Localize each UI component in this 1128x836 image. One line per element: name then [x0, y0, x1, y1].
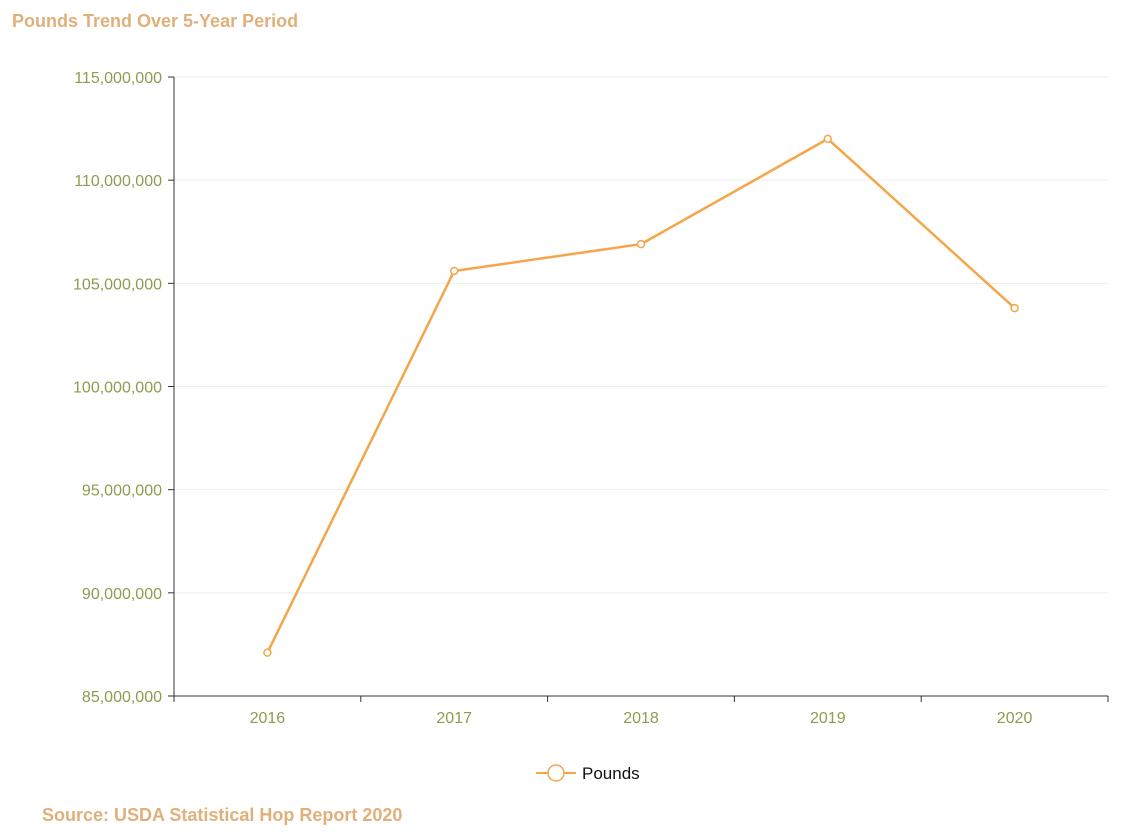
y-tick-label: 90,000,000 [82, 586, 162, 603]
chart-source: Source: USDA Statistical Hop Report 2020 [42, 805, 403, 825]
axes: 85,000,000 90,000,000 95,000,000 100,000,00… [73, 70, 1109, 727]
data-point[interactable] [449, 266, 459, 276]
x-tick-label: 2019 [810, 710, 846, 727]
data-point[interactable] [823, 134, 833, 144]
series-layer [263, 134, 1019, 657]
y-tick-label: 115,000,000 [74, 70, 162, 87]
x-tick-label: 2020 [997, 710, 1033, 727]
y-tick-label: 95,000,000 [82, 483, 162, 500]
data-point[interactable] [636, 239, 646, 249]
data-point[interactable] [1010, 303, 1019, 313]
y-tick-label: 85,000,000 [82, 689, 162, 706]
x-tick-label: 2017 [436, 710, 472, 727]
y-tick-label: 100,000,000 [73, 380, 162, 397]
legend-marker [547, 764, 565, 782]
data-point[interactable] [263, 648, 272, 657]
legend[interactable]: Pounds [536, 764, 640, 783]
x-tick-label: 2016 [250, 710, 286, 727]
legend-label[interactable]: Pounds [582, 764, 640, 783]
series-line-pounds [266, 137, 1016, 654]
y-tick-label: 105,000,000 [73, 276, 162, 293]
gridlines [174, 76, 1108, 594]
x-tick-label: 2018 [623, 710, 659, 727]
chart-title: Pounds Trend Over 5-Year Period [12, 11, 299, 31]
y-tick-label: 110,000,000 [74, 173, 162, 190]
